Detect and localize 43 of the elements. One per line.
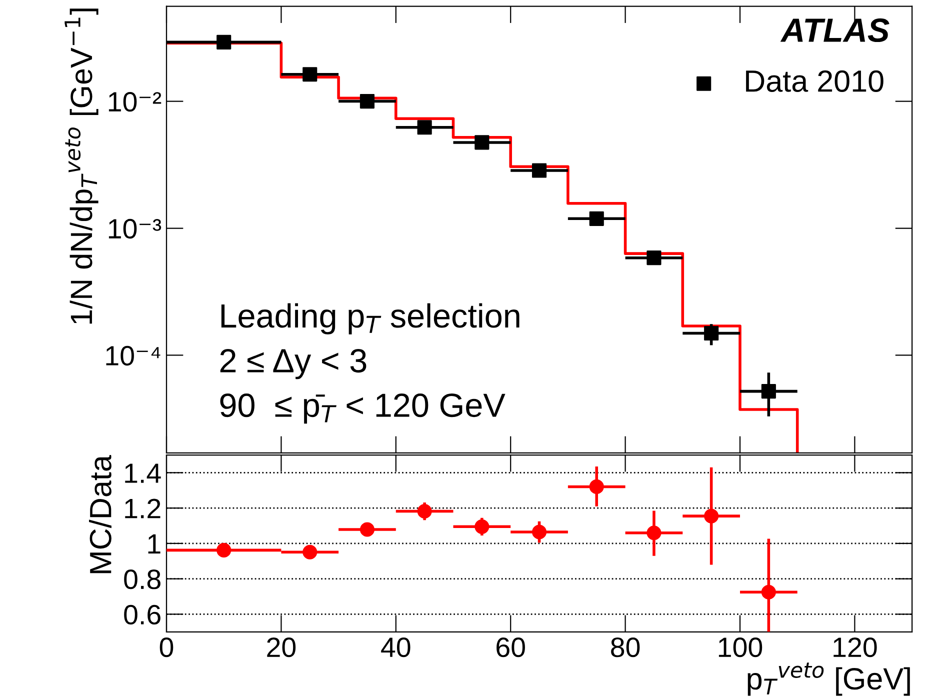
legend-label: Data 2010: [746, 70, 884, 92]
y-tick-label: 10⁻²: [108, 92, 162, 112]
point: [360, 522, 375, 537]
annotation: 90 ≤ p̄$_{T}$ < 120 GeV: [220, 393, 506, 424]
point: [589, 479, 604, 494]
annotation: Leading p$_{T}$ selection: [221, 303, 520, 334]
point: [646, 250, 662, 266]
y-tick-label: 0.8: [124, 570, 160, 590]
point: [532, 524, 547, 540]
point: [474, 135, 490, 150]
y-axis-title: MC/Data: [88, 455, 112, 574]
point: [216, 34, 232, 50]
x-axis-title: p$_{T}$$^{veto}$ [GeV]: [748, 662, 910, 696]
x-tick-label: 60: [496, 637, 525, 658]
y-tick-label: 1.2: [125, 498, 160, 518]
x-tick-label: 80: [611, 637, 640, 658]
point: [761, 584, 776, 600]
point: [589, 211, 604, 226]
annotation: 2 ≤ Δy < 3: [220, 348, 366, 380]
point: [646, 526, 662, 540]
x-tick-label: 40: [381, 637, 410, 658]
x-tick-label: 0: [160, 637, 174, 658]
y-tick-label: 0.6: [124, 604, 160, 625]
y-tick-label: 1.4: [125, 464, 161, 483]
point: [216, 542, 232, 558]
y-tick-label: 10⁻³: [108, 218, 162, 239]
point: [532, 163, 547, 178]
point: [417, 504, 432, 519]
y-tick-label: 10⁻⁴: [106, 346, 160, 366]
point: [761, 384, 776, 399]
point: [302, 544, 318, 560]
x-tick-label: 20: [267, 637, 296, 658]
point: [474, 519, 490, 534]
point: [417, 120, 432, 135]
y-axis-title: 1/N dN/dp$_{T}$$^{veto}$ [GeV$^{−1}$]: [64, 8, 98, 324]
point: [704, 326, 719, 341]
x-tick-label: 120: [834, 637, 877, 658]
y-tick-label: 1: [148, 534, 160, 554]
point: [302, 67, 318, 82]
annotation: ATLAS: [780, 18, 890, 42]
point: [360, 94, 375, 109]
point: [704, 508, 719, 524]
x-tick-label: 100: [718, 637, 762, 658]
